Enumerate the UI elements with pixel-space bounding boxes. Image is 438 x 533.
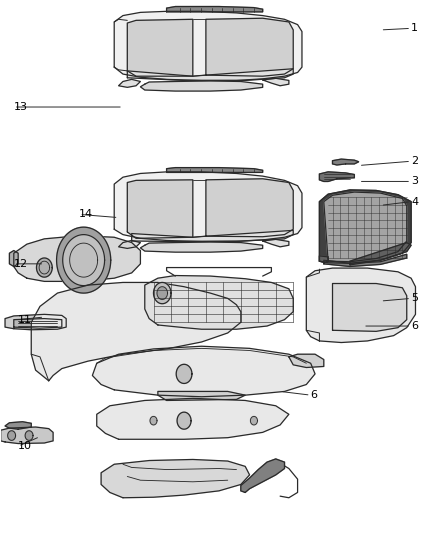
Polygon shape [206, 18, 293, 76]
Polygon shape [1, 427, 53, 443]
Polygon shape [114, 172, 302, 241]
Polygon shape [141, 242, 263, 252]
Polygon shape [166, 167, 263, 172]
Polygon shape [319, 172, 354, 181]
Polygon shape [101, 459, 250, 498]
Polygon shape [127, 180, 193, 238]
Polygon shape [157, 287, 167, 300]
Text: 13: 13 [14, 102, 28, 112]
Polygon shape [324, 254, 407, 266]
Polygon shape [92, 346, 315, 397]
Polygon shape [36, 258, 52, 277]
Polygon shape [306, 268, 416, 343]
Polygon shape [5, 422, 31, 429]
Text: 4: 4 [411, 197, 418, 207]
Polygon shape [141, 81, 263, 91]
Polygon shape [145, 276, 293, 329]
Polygon shape [241, 459, 285, 492]
Text: 5: 5 [411, 293, 418, 303]
Polygon shape [114, 11, 302, 80]
Polygon shape [14, 236, 141, 281]
Polygon shape [289, 354, 324, 368]
Polygon shape [127, 69, 293, 80]
Polygon shape [5, 314, 66, 330]
Polygon shape [263, 239, 289, 247]
Polygon shape [31, 282, 241, 381]
Polygon shape [332, 284, 407, 332]
Polygon shape [127, 19, 193, 76]
Polygon shape [350, 243, 411, 265]
Polygon shape [8, 431, 15, 440]
Text: 2: 2 [411, 156, 418, 166]
Text: 10: 10 [18, 441, 32, 451]
Text: 6: 6 [411, 321, 418, 331]
Polygon shape [119, 79, 141, 87]
Polygon shape [10, 251, 18, 266]
Polygon shape [166, 6, 263, 12]
Text: 11: 11 [18, 314, 32, 325]
Text: 14: 14 [79, 209, 93, 220]
Polygon shape [14, 319, 62, 328]
Polygon shape [63, 235, 105, 286]
Polygon shape [319, 190, 411, 263]
Polygon shape [263, 78, 289, 86]
Text: 1: 1 [411, 23, 418, 34]
Text: 6: 6 [311, 390, 318, 400]
Polygon shape [177, 412, 191, 429]
Polygon shape [153, 282, 171, 304]
Polygon shape [158, 391, 245, 400]
Polygon shape [132, 230, 293, 241]
Polygon shape [324, 192, 407, 262]
Polygon shape [206, 179, 293, 237]
Polygon shape [319, 256, 328, 262]
Polygon shape [176, 365, 192, 383]
Polygon shape [25, 431, 33, 440]
Polygon shape [251, 416, 258, 425]
Text: 12: 12 [14, 259, 28, 269]
Text: 3: 3 [411, 176, 418, 187]
Polygon shape [119, 240, 141, 248]
Polygon shape [97, 398, 289, 439]
Polygon shape [332, 159, 359, 165]
Polygon shape [57, 227, 111, 293]
Polygon shape [150, 416, 157, 425]
